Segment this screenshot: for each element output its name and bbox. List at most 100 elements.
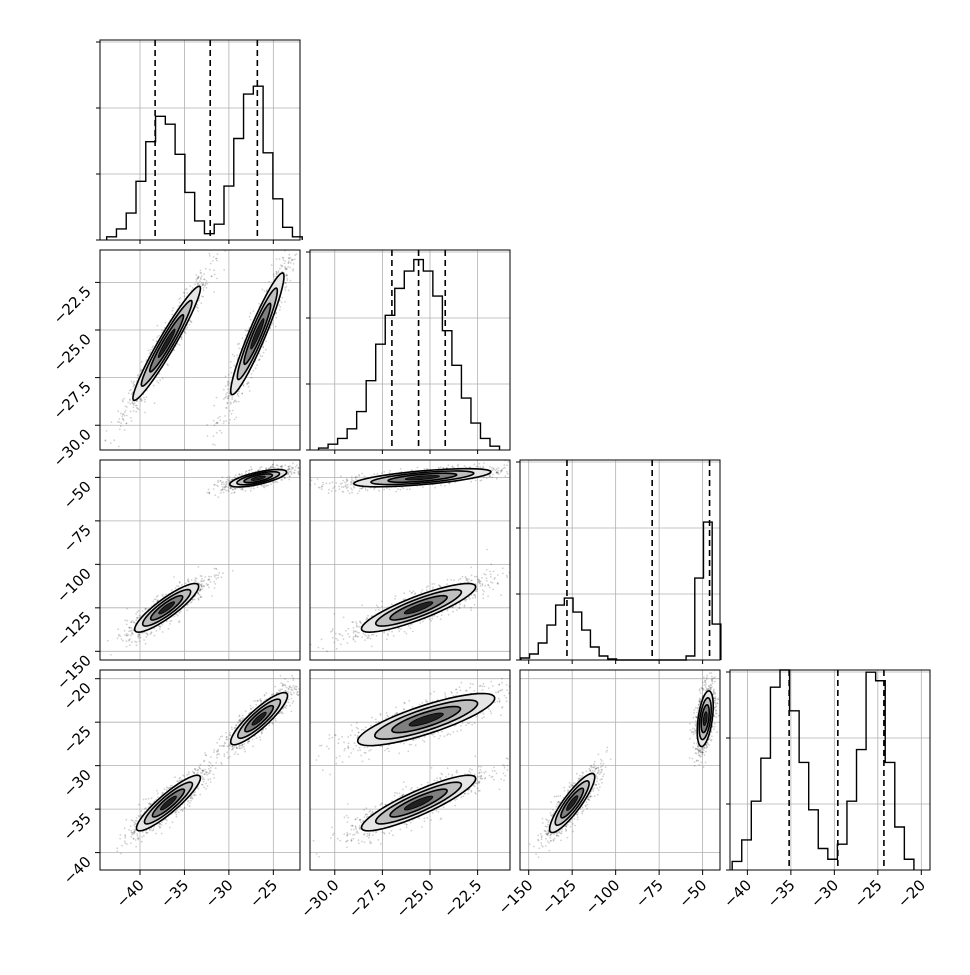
scatter-point xyxy=(209,457,211,459)
scatter-point xyxy=(122,413,124,415)
scatter-point xyxy=(159,826,161,828)
scatter-point xyxy=(164,788,166,790)
scatter-point xyxy=(130,836,132,838)
scatter-point xyxy=(229,478,231,480)
scatter-point xyxy=(203,773,205,775)
scatter-point xyxy=(228,491,230,493)
scatter-point xyxy=(202,284,204,286)
scatter-point xyxy=(208,761,210,763)
scatter-point xyxy=(178,778,180,780)
scatter-point xyxy=(197,310,199,312)
scatter-point xyxy=(176,814,178,816)
scatter-point xyxy=(215,762,217,764)
scatter-point xyxy=(187,580,189,582)
scatter-point xyxy=(219,416,221,418)
scatter-point xyxy=(130,635,132,637)
scatter-point xyxy=(179,297,181,299)
scatter-point xyxy=(285,269,287,271)
scatter-point xyxy=(129,644,131,646)
scatter-point xyxy=(111,421,113,423)
scatter-point xyxy=(132,403,134,405)
scatter-point xyxy=(200,277,202,279)
scatter-point xyxy=(151,797,153,799)
scatter-point xyxy=(211,276,213,278)
scatter-point xyxy=(302,245,304,247)
scatter-point xyxy=(140,810,142,812)
scatter-point xyxy=(138,409,140,411)
scatter-point xyxy=(306,232,308,234)
scatter-point xyxy=(149,829,151,831)
scatter-point xyxy=(126,608,128,610)
scatter-point xyxy=(206,287,208,289)
scatter-point xyxy=(276,258,278,260)
scatter-point xyxy=(132,401,134,403)
scatter-point xyxy=(187,804,189,806)
scatter-point xyxy=(120,425,122,427)
scatter-point xyxy=(198,599,200,601)
scatter-point xyxy=(153,830,155,832)
scatter-point xyxy=(275,718,277,720)
scatter-point xyxy=(271,324,273,326)
scatter-point xyxy=(286,279,288,281)
scatter-point xyxy=(206,280,208,282)
scatter-point xyxy=(207,283,209,285)
scatter-point xyxy=(138,610,140,612)
scatter-point xyxy=(120,413,122,415)
scatter-point xyxy=(172,307,174,309)
scatter-point xyxy=(195,274,197,276)
scatter-r1c0 xyxy=(92,223,307,473)
scatter-point xyxy=(274,467,276,469)
scatter-point xyxy=(229,476,231,478)
scatter-point xyxy=(213,435,215,437)
scatter-point xyxy=(200,272,202,274)
scatter-point xyxy=(162,378,164,380)
scatter-point xyxy=(165,819,167,821)
scatter-point xyxy=(137,611,139,613)
scatter-point xyxy=(141,361,143,363)
scatter-point xyxy=(166,786,168,788)
scatter-point xyxy=(292,242,294,244)
scatter-point xyxy=(118,635,120,637)
scatter-point xyxy=(190,602,192,604)
scatter-point xyxy=(175,587,177,589)
scatter-point xyxy=(124,634,126,636)
scatter-point xyxy=(142,610,144,612)
scatter-point xyxy=(161,595,163,597)
scatter-point xyxy=(241,392,243,394)
scatter-point xyxy=(291,687,293,689)
scatter-point xyxy=(199,284,201,286)
scatter-point xyxy=(286,687,288,689)
scatter-point xyxy=(250,490,252,492)
scatter-point xyxy=(144,609,146,611)
scatter-point xyxy=(285,707,287,709)
scatter-point xyxy=(148,350,150,352)
scatter-point xyxy=(279,258,281,260)
scatter-point xyxy=(280,264,282,266)
scatter-point xyxy=(179,302,181,304)
scatter-point xyxy=(138,637,140,639)
scatter-point xyxy=(250,466,252,468)
scatter-point xyxy=(208,579,210,581)
scatter-point xyxy=(138,374,140,376)
scatter-point xyxy=(216,260,218,262)
scatter-point xyxy=(225,481,227,483)
scatter-point xyxy=(291,698,293,700)
scatter-point xyxy=(186,774,188,776)
scatter-point xyxy=(136,644,138,646)
scatter-point xyxy=(119,421,121,423)
scatter-point xyxy=(275,720,277,722)
scatter-point xyxy=(157,796,159,798)
scatter-point xyxy=(268,467,270,469)
scatter-point xyxy=(307,679,309,681)
scatter-point xyxy=(284,263,286,265)
scatter-point xyxy=(206,583,208,585)
scatter-point xyxy=(131,641,133,643)
scatter-point xyxy=(136,407,138,409)
scatter-point xyxy=(284,287,286,289)
scatter-point xyxy=(126,415,128,417)
scatter-point xyxy=(284,301,286,303)
scatter-point xyxy=(134,822,136,824)
scatter-point xyxy=(198,300,200,302)
scatter-point xyxy=(198,788,200,790)
scatter-point xyxy=(241,747,243,749)
